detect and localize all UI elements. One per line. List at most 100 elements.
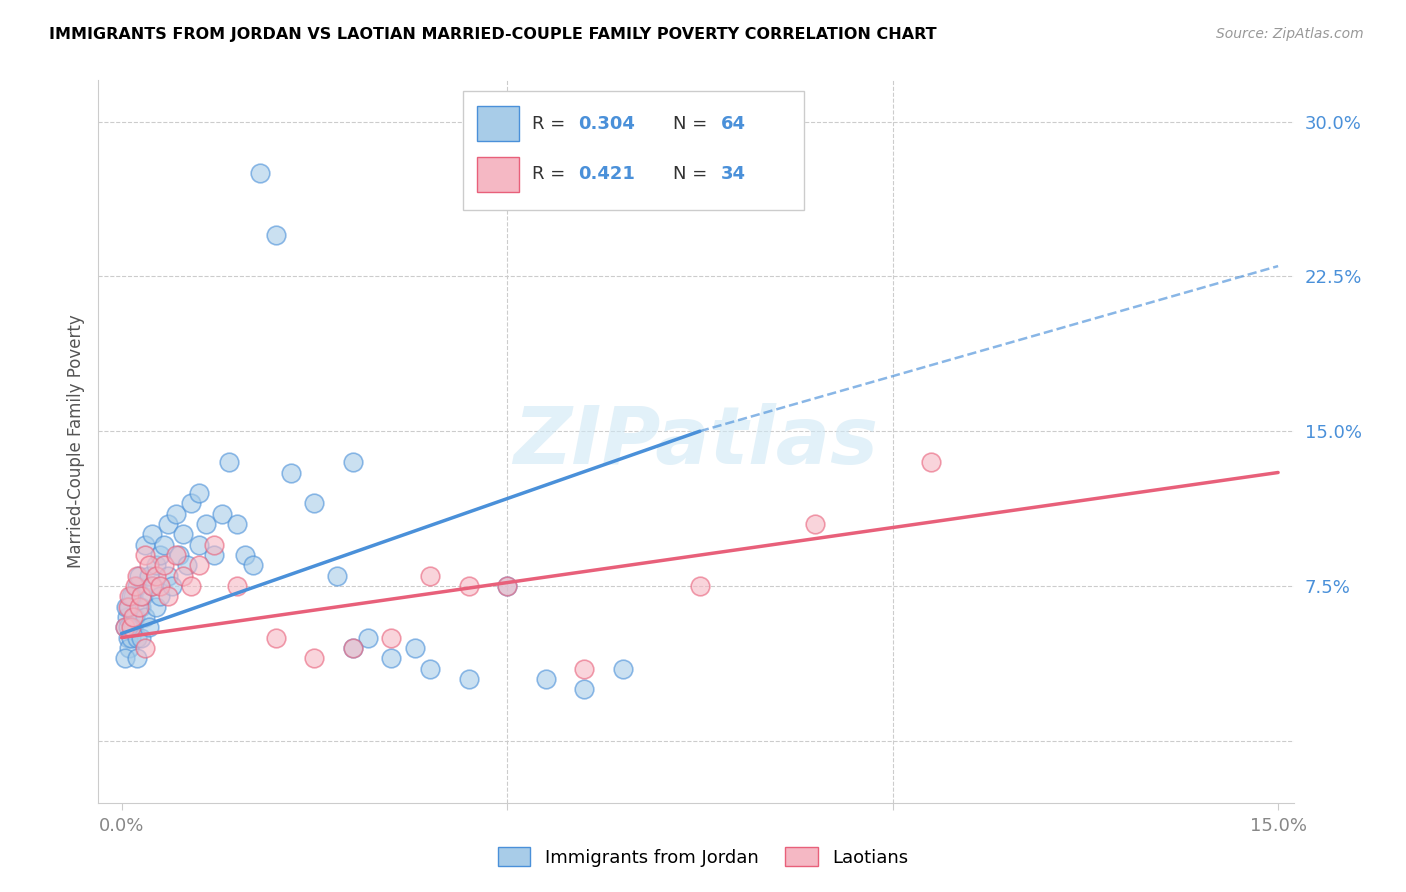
Point — [612, 662, 634, 676]
Text: ZIPatlas: ZIPatlas — [513, 402, 879, 481]
Point — [380, 631, 402, 645]
Point — [264, 631, 287, 645]
Point — [202, 538, 225, 552]
Legend: Immigrants from Jordan, Laotians: Immigrants from Jordan, Laotians — [491, 840, 915, 874]
Point — [156, 517, 179, 532]
Point — [145, 568, 167, 582]
Point — [129, 590, 152, 604]
Point — [125, 631, 148, 645]
Bar — [477, 157, 519, 192]
Point — [572, 662, 595, 676]
Point — [165, 548, 187, 562]
Point — [122, 610, 145, 624]
Point — [457, 579, 479, 593]
Text: IMMIGRANTS FROM JORDAN VS LAOTIAN MARRIED-COUPLE FAMILY POVERTY CORRELATION CHAR: IMMIGRANTS FROM JORDAN VS LAOTIAN MARRIE… — [49, 27, 936, 42]
Point — [117, 620, 139, 634]
Point — [249, 166, 271, 180]
Point — [226, 517, 249, 532]
Point — [195, 517, 218, 532]
Bar — [477, 106, 519, 141]
Point — [280, 466, 302, 480]
Point — [264, 228, 287, 243]
Point — [160, 579, 183, 593]
Point — [134, 548, 156, 562]
Point — [176, 558, 198, 573]
Point — [128, 599, 150, 614]
Point — [132, 590, 155, 604]
Point — [920, 455, 942, 469]
Text: 0.304: 0.304 — [578, 115, 634, 133]
Point — [141, 579, 163, 593]
Point — [128, 568, 150, 582]
Point — [153, 558, 176, 573]
Point — [134, 640, 156, 655]
Point — [118, 599, 141, 614]
Text: 64: 64 — [721, 115, 747, 133]
Point — [172, 568, 194, 582]
Point — [114, 620, 136, 634]
Point — [404, 640, 426, 655]
Point — [149, 548, 172, 562]
Point — [419, 662, 441, 676]
Point — [120, 620, 142, 634]
Point — [572, 682, 595, 697]
Point — [125, 579, 148, 593]
Point — [129, 631, 152, 645]
Point — [138, 620, 160, 634]
Point — [180, 579, 202, 593]
Point — [145, 558, 167, 573]
Text: Source: ZipAtlas.com: Source: ZipAtlas.com — [1216, 27, 1364, 41]
Point — [357, 631, 380, 645]
Point — [145, 599, 167, 614]
Point — [114, 651, 136, 665]
Point — [134, 610, 156, 624]
Point — [187, 538, 209, 552]
FancyBboxPatch shape — [463, 91, 804, 211]
Point — [804, 517, 827, 532]
Point — [141, 527, 163, 541]
Point — [149, 590, 172, 604]
Point — [122, 590, 145, 604]
Point — [326, 568, 349, 582]
Point — [153, 538, 176, 552]
Point — [218, 455, 240, 469]
Point — [233, 548, 256, 562]
Point — [496, 579, 519, 593]
Point — [122, 620, 145, 634]
Point — [115, 610, 138, 624]
Point — [138, 568, 160, 582]
Point — [117, 599, 139, 614]
Text: R =: R = — [533, 165, 576, 183]
Text: 0.421: 0.421 — [578, 165, 634, 183]
Point — [496, 579, 519, 593]
Point — [689, 579, 711, 593]
Point — [156, 590, 179, 604]
Point — [211, 507, 233, 521]
Point — [380, 651, 402, 665]
Point — [342, 640, 364, 655]
Point — [125, 651, 148, 665]
Text: N =: N = — [673, 165, 713, 183]
Point — [169, 548, 191, 562]
Point — [342, 455, 364, 469]
Point — [141, 579, 163, 593]
Point — [118, 640, 141, 655]
Point — [117, 631, 139, 645]
Point — [138, 558, 160, 573]
Point — [180, 496, 202, 510]
Point — [457, 672, 479, 686]
Point — [187, 486, 209, 500]
Point — [242, 558, 264, 573]
Point — [226, 579, 249, 593]
Text: R =: R = — [533, 115, 571, 133]
Point — [118, 590, 141, 604]
Text: N =: N = — [673, 115, 713, 133]
Y-axis label: Married-Couple Family Poverty: Married-Couple Family Poverty — [66, 315, 84, 568]
Text: 34: 34 — [721, 165, 747, 183]
Point — [156, 568, 179, 582]
Point — [120, 631, 142, 645]
Point — [114, 620, 136, 634]
Point — [304, 496, 326, 510]
Point — [125, 568, 148, 582]
Point — [202, 548, 225, 562]
